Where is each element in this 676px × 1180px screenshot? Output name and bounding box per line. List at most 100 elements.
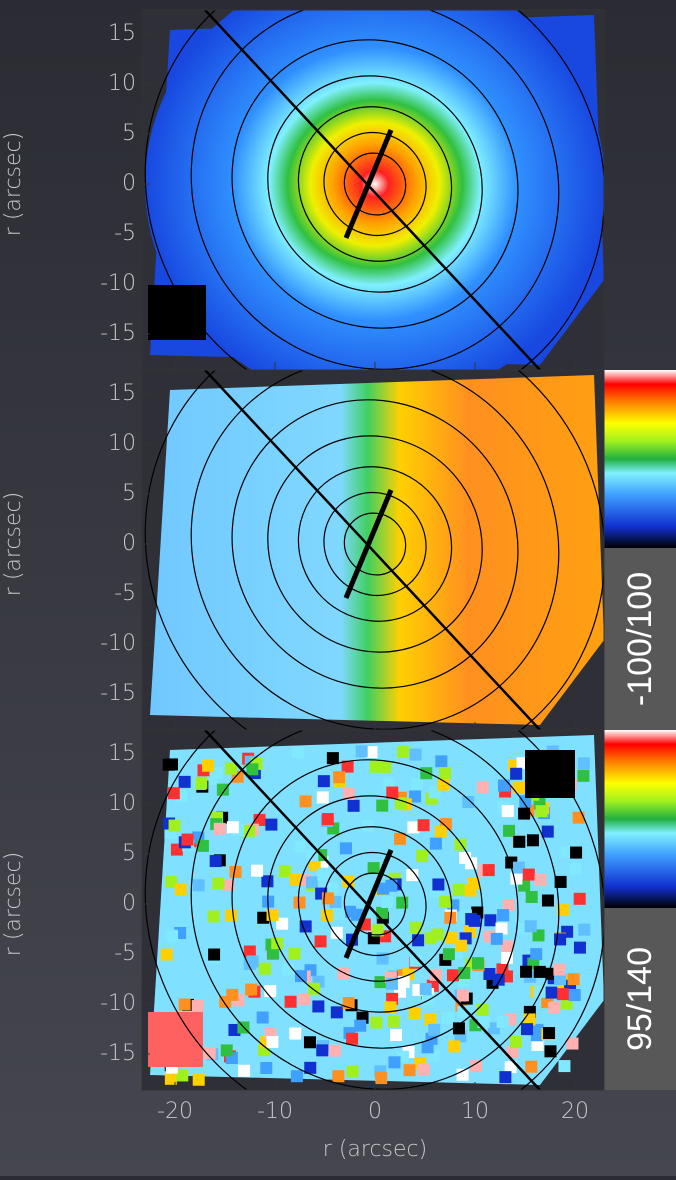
map-cell (202, 759, 215, 772)
colorbar (604, 730, 676, 908)
y-tick-label: 5 (122, 121, 136, 146)
map-cell (567, 973, 580, 986)
map-cell (207, 910, 220, 923)
map-cell (191, 1000, 204, 1013)
map-cell (312, 1000, 325, 1013)
slit (343, 129, 394, 239)
map-cell (192, 879, 205, 892)
map-cell (509, 1036, 522, 1049)
map-cell (265, 818, 278, 831)
map-cell (299, 795, 312, 808)
x-axis-label: r (arcsec) (323, 1137, 427, 1162)
map-cell (569, 863, 582, 876)
map-cell (531, 1038, 544, 1051)
map-cell (350, 908, 363, 921)
y-tick-label: -15 (100, 1041, 136, 1066)
map-cell (393, 832, 406, 845)
contour (297, 826, 453, 982)
map-cell (420, 767, 433, 780)
map-cell (225, 909, 238, 922)
map-cell (533, 985, 546, 998)
map-cell (409, 748, 422, 761)
map-cell (261, 875, 274, 888)
map-cell (369, 760, 382, 773)
map-cell (577, 757, 590, 770)
map-cell (333, 908, 346, 921)
major-axis (204, 370, 541, 730)
map-cell (408, 1007, 421, 1020)
map (145, 10, 604, 370)
y-tick-label: 0 (122, 891, 136, 916)
map-cell (534, 874, 547, 887)
map-cell (495, 922, 508, 935)
map-cell (276, 917, 289, 930)
map (525, 750, 575, 798)
map-cell (167, 787, 180, 800)
map-cell (409, 954, 422, 967)
map-cell (256, 1011, 269, 1024)
map-cell (243, 824, 256, 837)
map-cell (465, 857, 478, 870)
map-cell (174, 883, 187, 896)
map-cell (572, 811, 585, 824)
y-tick-label: 15 (108, 21, 136, 46)
map-cell (321, 813, 334, 826)
y-tick-label: 10 (108, 791, 136, 816)
map-cell (178, 998, 191, 1011)
map-cell (578, 923, 591, 936)
contour (190, 10, 560, 370)
contour (323, 491, 427, 597)
map-cell (442, 948, 455, 961)
map-cell (455, 939, 468, 952)
contour (323, 851, 427, 957)
map-cell (503, 824, 516, 837)
map-cell (513, 835, 526, 848)
colorbar-1: -100/100 (604, 370, 676, 730)
map-cell (226, 821, 239, 834)
map-cell (355, 745, 368, 758)
colorbar-label: 95/140 (621, 947, 659, 1051)
map-cell (160, 948, 173, 961)
x-tick-label: 20 (561, 1099, 589, 1124)
y-tick-label: 10 (108, 431, 136, 456)
map-cell (384, 1001, 397, 1014)
map-cell (419, 983, 432, 996)
map-cell (421, 1041, 434, 1054)
map-cell (417, 1063, 430, 1076)
map-cell (522, 868, 535, 881)
map-cell (554, 973, 567, 986)
map-cell (166, 929, 179, 942)
y-tick-label: 15 (108, 381, 136, 406)
map-cell (487, 1022, 500, 1035)
map-cell (346, 1032, 359, 1045)
colorbar-2: 95/140 (604, 730, 676, 1090)
map-cell (568, 988, 581, 1001)
map-cell (469, 1060, 482, 1073)
map-cell (178, 775, 191, 788)
map-cell (409, 921, 422, 934)
map-cell (448, 1040, 461, 1053)
major-axis (204, 10, 541, 370)
y-axis-label: r (arcsec) (1, 492, 26, 596)
map-cell (279, 865, 292, 878)
map-cell (342, 875, 355, 888)
map-cell (267, 947, 280, 960)
map-cell (225, 762, 238, 775)
map-cell (544, 1045, 557, 1058)
map-cell (229, 865, 242, 878)
y-tick-label: -15 (100, 321, 136, 346)
map-cell (284, 995, 297, 1008)
map-cell (253, 813, 266, 826)
map-cell (406, 869, 419, 882)
map-cell (499, 1071, 512, 1084)
map-cell (452, 883, 465, 896)
x-tick-label: -20 (157, 1099, 193, 1124)
map-cell (417, 819, 430, 832)
colorbar-label-box (604, 548, 676, 730)
contour (231, 759, 519, 1049)
map-cell (409, 790, 422, 803)
map-cell (381, 896, 394, 909)
contour (231, 39, 519, 329)
map-cell (288, 947, 301, 960)
map-cell (415, 850, 428, 863)
